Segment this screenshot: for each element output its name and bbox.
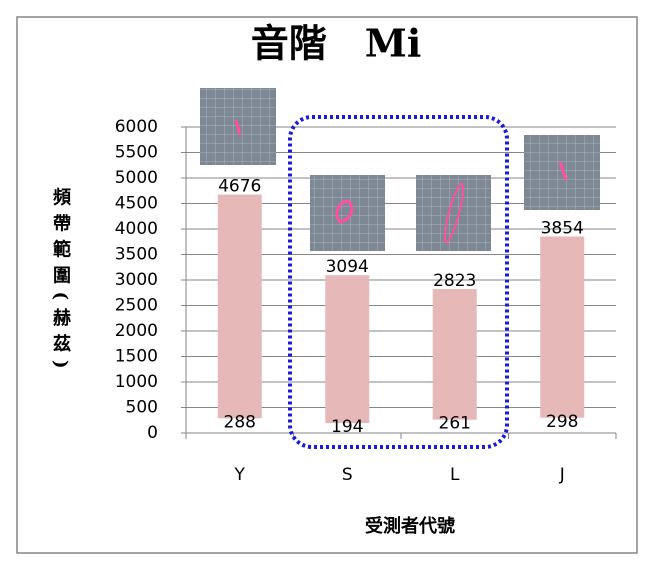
value-label: 3094 <box>326 257 369 277</box>
value-label: 298 <box>546 412 578 432</box>
bar <box>432 289 477 420</box>
y-tick-label: 1500 <box>115 347 158 367</box>
thumbnail <box>416 175 491 251</box>
y-tick-label: 4500 <box>115 194 158 214</box>
y-tick-label: 5500 <box>115 143 158 163</box>
x-tick-label: S <box>342 465 353 485</box>
y-tick-label: 2000 <box>115 321 158 341</box>
value-label: 2823 <box>433 271 476 291</box>
highlight-box <box>288 115 509 449</box>
y-tick-label: 1000 <box>115 372 158 392</box>
x-axis-title: 受測者代號 <box>365 515 455 537</box>
value-label: 261 <box>439 414 471 434</box>
thumbnail <box>310 175 385 251</box>
y-tick-label: 0 <box>147 423 158 443</box>
value-label: 194 <box>331 417 363 437</box>
y-tick-label: 4000 <box>115 219 158 239</box>
y-tick-label: 500 <box>126 398 158 418</box>
x-tick-label: L <box>450 465 460 485</box>
y-axis-title: 頻帶範圍(赫茲) <box>50 186 71 376</box>
bar <box>325 275 370 424</box>
y-tick-label: 5000 <box>115 168 158 188</box>
thumbnail-shape <box>558 161 568 181</box>
thumbnail-shape <box>443 182 465 244</box>
y-tick-label: 3000 <box>115 270 158 290</box>
chart-title: 音階 Mi <box>251 21 422 66</box>
y-tick-label: 2500 <box>115 296 158 316</box>
thumbnails <box>200 88 600 251</box>
x-tick-label: J <box>559 465 565 485</box>
bar <box>217 194 262 419</box>
thumbnail-shape <box>335 199 354 224</box>
thumbnail-shape <box>234 119 242 136</box>
y-tick-label: 3500 <box>115 245 158 265</box>
value-label: 3854 <box>541 218 584 238</box>
x-tick-label: Y <box>234 465 246 485</box>
value-label: 4676 <box>218 177 261 197</box>
bar <box>540 236 585 418</box>
value-label: 288 <box>224 412 256 432</box>
y-tick-label: 6000 <box>115 117 158 137</box>
